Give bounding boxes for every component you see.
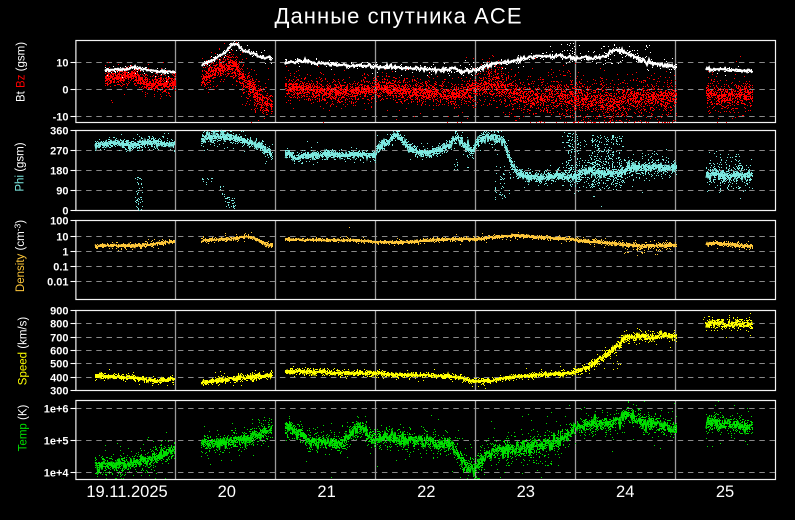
svg-text:600: 600 — [50, 345, 68, 357]
svg-text:800: 800 — [50, 318, 68, 330]
svg-text:400: 400 — [50, 372, 68, 384]
svg-text:100: 100 — [50, 215, 68, 227]
svg-text:1e+5: 1e+5 — [44, 435, 69, 447]
svg-text:270: 270 — [50, 145, 68, 157]
svg-text:20: 20 — [218, 483, 236, 501]
svg-text:Bt Bz (gsm): Bt Bz (gsm) — [16, 42, 28, 102]
svg-text:90: 90 — [56, 185, 68, 197]
svg-text:0: 0 — [62, 205, 68, 217]
svg-text:0.1: 0.1 — [53, 261, 68, 273]
svg-text:-10: -10 — [53, 111, 69, 123]
svg-text:Density (cm-3): Density (cm-3) — [13, 220, 28, 292]
svg-text:1e+6: 1e+6 — [44, 403, 69, 415]
svg-text:0.01: 0.01 — [47, 276, 68, 288]
svg-text:25: 25 — [716, 483, 734, 501]
svg-text:Phi (gsm): Phi (gsm) — [15, 142, 27, 191]
svg-text:900: 900 — [50, 305, 68, 317]
svg-text:Данные спутника ACE: Данные спутника ACE — [275, 4, 522, 29]
svg-text:10: 10 — [56, 57, 68, 69]
svg-text:19.11.2025: 19.11.2025 — [86, 483, 167, 501]
svg-text:300: 300 — [50, 385, 68, 397]
svg-text:Temp (K): Temp (K) — [18, 405, 30, 452]
svg-text:500: 500 — [50, 358, 68, 370]
svg-text:10: 10 — [56, 231, 68, 243]
svg-text:1e+4: 1e+4 — [44, 467, 70, 479]
svg-text:24: 24 — [616, 483, 634, 501]
svg-text:0: 0 — [62, 84, 68, 96]
svg-text:700: 700 — [50, 332, 68, 344]
svg-text:22: 22 — [417, 483, 435, 501]
svg-text:360: 360 — [50, 125, 68, 137]
svg-text:180: 180 — [50, 165, 68, 177]
svg-text:23: 23 — [517, 483, 535, 501]
svg-text:Speed (km/s): Speed (km/s) — [18, 317, 30, 386]
svg-text:21: 21 — [317, 483, 335, 501]
svg-text:1: 1 — [62, 246, 68, 258]
